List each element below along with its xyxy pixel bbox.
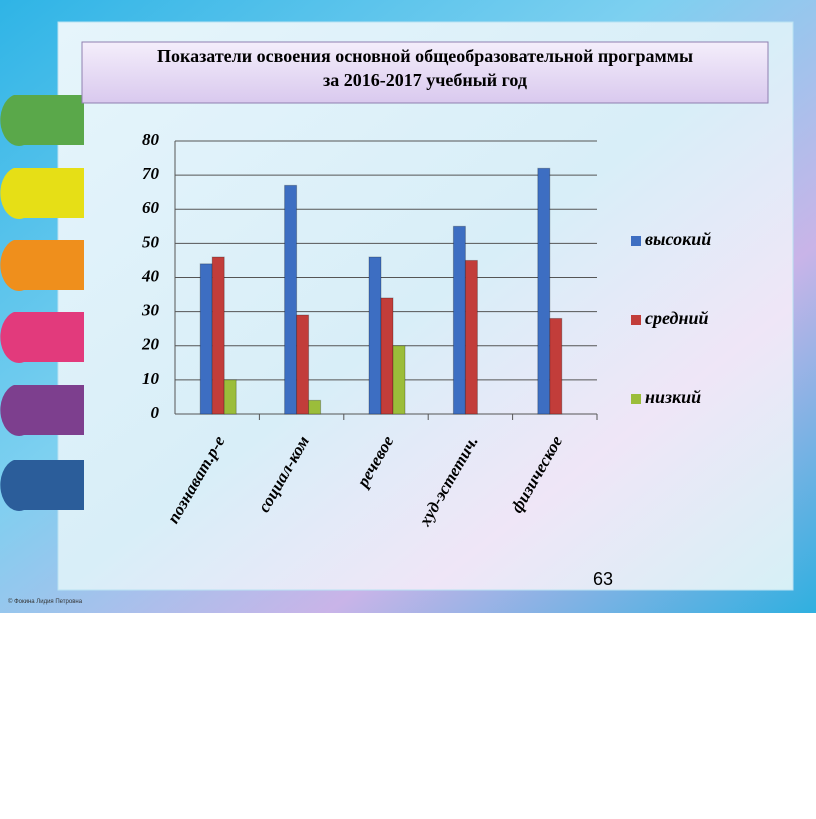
tabs bbox=[0, 95, 85, 511]
y-tick-label: 30 bbox=[141, 301, 160, 320]
y-tick-label: 80 bbox=[142, 130, 160, 149]
bar bbox=[549, 317, 563, 415]
bar bbox=[199, 263, 213, 415]
chart-title: Показатели освоения основной общеобразов… bbox=[157, 46, 693, 66]
bar bbox=[537, 167, 551, 415]
legend-swatch bbox=[631, 315, 641, 325]
bar bbox=[284, 184, 298, 415]
y-tick-label: 0 bbox=[151, 403, 160, 422]
title-box bbox=[81, 41, 769, 104]
y-tick-label: 70 bbox=[142, 164, 160, 183]
y-tick-label: 10 bbox=[142, 369, 160, 388]
y-tick-label: 50 bbox=[142, 232, 160, 251]
legend-label: низкий bbox=[645, 387, 701, 407]
page-number: 63 bbox=[593, 569, 613, 589]
bar bbox=[464, 259, 478, 415]
y-tick-label: 60 bbox=[142, 198, 160, 217]
bar bbox=[211, 256, 225, 415]
bar bbox=[223, 379, 237, 415]
bar bbox=[380, 297, 394, 415]
panel bbox=[57, 21, 794, 591]
bar bbox=[296, 314, 310, 415]
bar bbox=[452, 225, 466, 415]
legend-swatch bbox=[631, 236, 641, 246]
bar bbox=[308, 399, 322, 415]
bar bbox=[392, 345, 406, 415]
bar bbox=[368, 256, 382, 415]
legend-label: средний bbox=[645, 308, 708, 328]
legend-swatch bbox=[631, 394, 641, 404]
y-tick-label: 20 bbox=[141, 335, 160, 354]
y-tick-label: 40 bbox=[141, 266, 160, 285]
credit: © Фокина Лидия Петровна bbox=[8, 598, 83, 605]
legend-label: высокий bbox=[645, 229, 711, 249]
chart-title: за 2016-2017 учебный год bbox=[323, 70, 527, 90]
